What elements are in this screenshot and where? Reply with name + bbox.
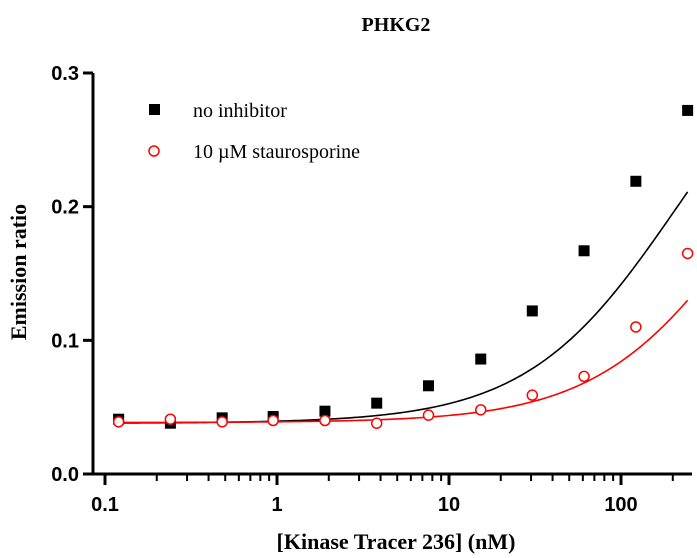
point-no-inhibitor — [319, 405, 331, 417]
y-tick-label: 0.2 — [51, 197, 79, 219]
legend-entry-staurosporine: 10 µM staurosporine — [148, 141, 360, 163]
chart-title: PHKG2 — [362, 14, 431, 36]
legend: no inhibitor 10 µM staurosporine — [148, 100, 360, 163]
point-staurosporine — [112, 416, 125, 428]
x-tick-label: 0.1 — [91, 494, 119, 516]
point-staurosporine — [319, 414, 331, 427]
point-staurosporine — [630, 321, 642, 333]
fit-curve-no-inhibitor — [118, 191, 689, 424]
point-no-inhibitor — [578, 245, 590, 257]
legend-marker-filled-square — [149, 104, 160, 115]
x-tick-label: 100 — [604, 494, 637, 516]
legend-label: 10 µM staurosporine — [193, 141, 360, 163]
point-no-inhibitor — [475, 353, 487, 365]
y-tick-label: 0.3 — [51, 63, 79, 85]
point-no-inhibitor — [526, 305, 538, 317]
point-staurosporine — [526, 389, 539, 401]
x-tick-label: 1 — [271, 494, 282, 516]
legend-label: no inhibitor — [193, 100, 287, 122]
point-no-inhibitor — [630, 175, 642, 187]
data-points — [112, 104, 694, 429]
fit-curve-staurosporine — [118, 299, 689, 424]
x-tick-label: 10 — [438, 494, 460, 516]
point-staurosporine — [370, 417, 383, 429]
fit-curves — [118, 191, 689, 424]
x-axis-label: [Kinase Tracer 236] (nM) — [277, 529, 516, 554]
legend-marker-open-circle — [148, 145, 160, 157]
point-staurosporine — [216, 416, 228, 428]
point-staurosporine — [422, 409, 435, 421]
axes — [91, 73, 692, 476]
y-axis-label: Emission ratio — [6, 204, 31, 340]
point-staurosporine — [475, 404, 487, 416]
tick-labels: 0.0 0.1 0.2 0.3 0.1 1 10 100 — [51, 63, 638, 516]
point-no-inhibitor — [371, 397, 383, 409]
point-staurosporine — [681, 247, 694, 260]
point-staurosporine — [578, 370, 590, 383]
legend-entry-no-inhibitor: no inhibitor — [149, 100, 287, 122]
ticks — [83, 71, 674, 485]
point-no-inhibitor — [682, 104, 694, 116]
point-staurosporine — [164, 413, 177, 425]
point-no-inhibitor — [422, 380, 434, 392]
point-staurosporine — [267, 414, 279, 427]
y-tick-label: 0.0 — [51, 464, 79, 486]
y-tick-label: 0.1 — [51, 330, 79, 352]
